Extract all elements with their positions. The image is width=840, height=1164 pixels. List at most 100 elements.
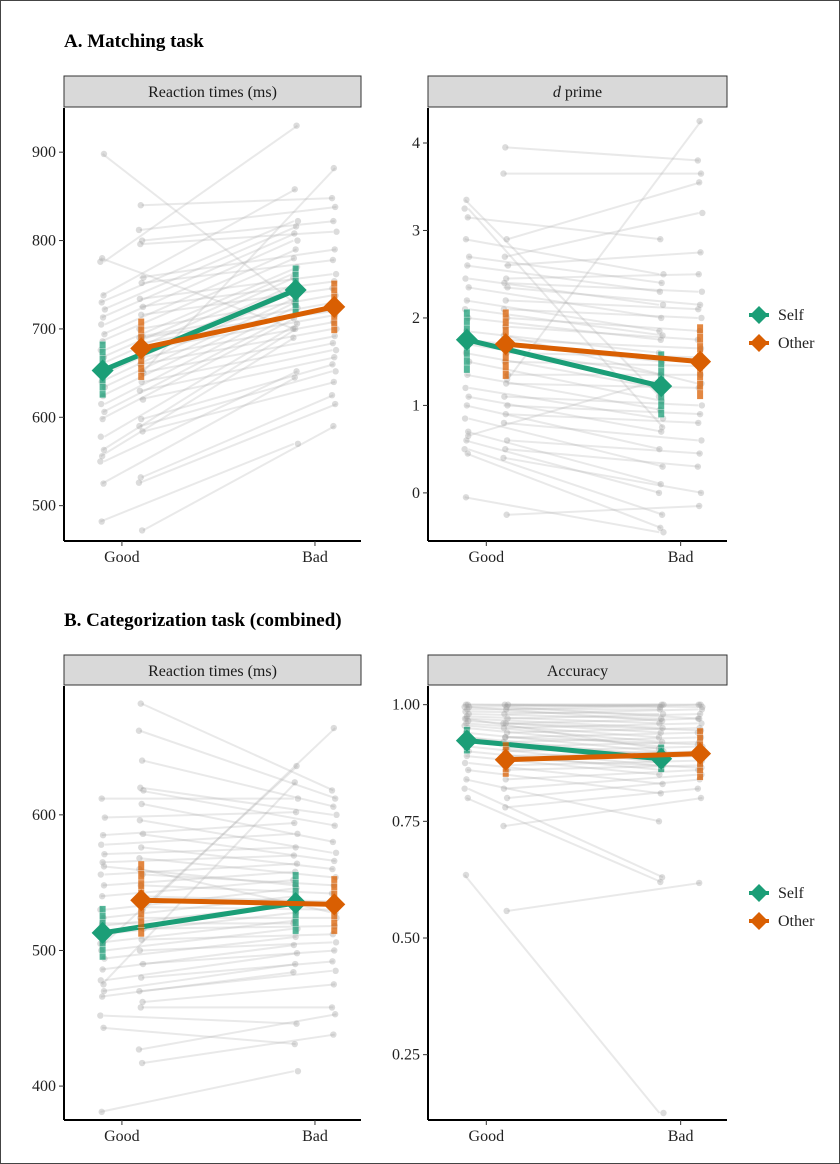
individual-line-other (504, 334, 699, 385)
individual-point (98, 841, 105, 848)
individual-point (655, 489, 663, 497)
individual-line-self (99, 220, 295, 304)
individual-line-other (141, 327, 334, 366)
individual-line-other (142, 1033, 335, 1065)
individual-point (292, 844, 299, 851)
individual-line-other (142, 960, 334, 979)
individual-point (659, 332, 666, 339)
individual-line-self (102, 895, 296, 919)
individual-point (137, 240, 144, 248)
individual-line-other (139, 729, 337, 800)
individual-line-other (139, 403, 337, 484)
individual-line-self (103, 811, 298, 819)
individual-line-self (101, 376, 297, 485)
individual-point (290, 255, 298, 262)
individual-line-other (143, 906, 335, 911)
individual-point (463, 752, 471, 760)
individual-lines (100, 702, 337, 1113)
mean-marker-other (323, 295, 346, 318)
individual-point (291, 779, 298, 786)
individual-point (503, 729, 511, 736)
x-tick-label: Good (104, 1128, 140, 1145)
individual-point (291, 819, 298, 827)
individual-point (695, 271, 702, 278)
individual-point (657, 878, 664, 886)
individual-point (332, 270, 340, 278)
individual-point (293, 368, 300, 375)
individual-line-self (465, 299, 661, 333)
individual-point (329, 339, 337, 347)
individual-point (464, 214, 471, 221)
strip-title: Reaction times (ms) (148, 84, 277, 101)
individual-point (464, 701, 471, 708)
panel-B-rt: Reaction times (ms) 400 500 600 Good Bad (32, 654, 362, 1145)
individual-point (328, 1004, 336, 1011)
individual-point (294, 795, 302, 802)
individual-line-self (468, 386, 660, 420)
y-tick-label: 0.25 (392, 1047, 420, 1064)
individual-line-other (139, 205, 337, 231)
individual-line-other (506, 448, 700, 468)
individual-line-self (464, 778, 661, 823)
y-tick-label: 700 (32, 321, 56, 338)
individual-line-self (467, 736, 663, 757)
individual-point (330, 1031, 337, 1038)
individual-point (658, 314, 665, 322)
individual-line-self (101, 919, 296, 944)
individual-point (97, 258, 104, 265)
individual-point (500, 419, 508, 427)
individual-point (100, 446, 108, 454)
individual-point (658, 738, 666, 746)
individual-line-self (100, 336, 295, 458)
individual-line-other (507, 706, 701, 720)
individual-point (294, 217, 302, 225)
individual-line-self (100, 317, 296, 420)
summary-series (91, 860, 346, 961)
mean-line-other (140, 304, 335, 351)
individual-point (657, 703, 664, 711)
individual-line-other (504, 456, 703, 494)
individual-point (97, 433, 105, 440)
individual-point (503, 511, 510, 518)
individual-line-self (466, 452, 662, 529)
individual-point (138, 415, 145, 423)
individual-line-other (143, 380, 336, 433)
individual-point (462, 384, 469, 392)
individual-point (331, 795, 339, 802)
individual-point (333, 811, 340, 819)
individual-point (291, 1040, 298, 1048)
individual-point (139, 998, 146, 1006)
individual-point (97, 458, 104, 465)
individual-point (98, 1108, 105, 1116)
individual-point (332, 967, 339, 975)
individual-line-self (468, 762, 664, 785)
individual-line-other (506, 717, 700, 725)
individual-point (698, 288, 706, 295)
individual-point (659, 724, 666, 732)
individual-point (463, 297, 471, 304)
individual-point (462, 708, 469, 715)
individual-point (98, 255, 106, 262)
individual-point (658, 874, 666, 881)
mean-marker-self (91, 359, 114, 382)
individual-point (500, 822, 507, 830)
individual-line-self (104, 927, 294, 952)
individual-line-self (466, 316, 662, 341)
individual-point (330, 164, 338, 172)
mean-line-other (141, 897, 335, 907)
mean-line-other (505, 341, 701, 365)
individual-line-other (139, 925, 337, 930)
individual-line-self (104, 862, 298, 876)
individual-point (657, 524, 664, 532)
individual-line-self (103, 370, 298, 463)
mean-marker-other (130, 337, 153, 360)
individual-point (461, 785, 468, 792)
individual-point (504, 715, 511, 722)
individual-point (699, 209, 706, 217)
individual-line-self (99, 442, 295, 523)
individual-point (292, 960, 299, 968)
individual-line-other (140, 969, 333, 993)
individual-line-other (139, 248, 337, 279)
summary-series (455, 308, 712, 418)
individual-point (100, 863, 108, 870)
